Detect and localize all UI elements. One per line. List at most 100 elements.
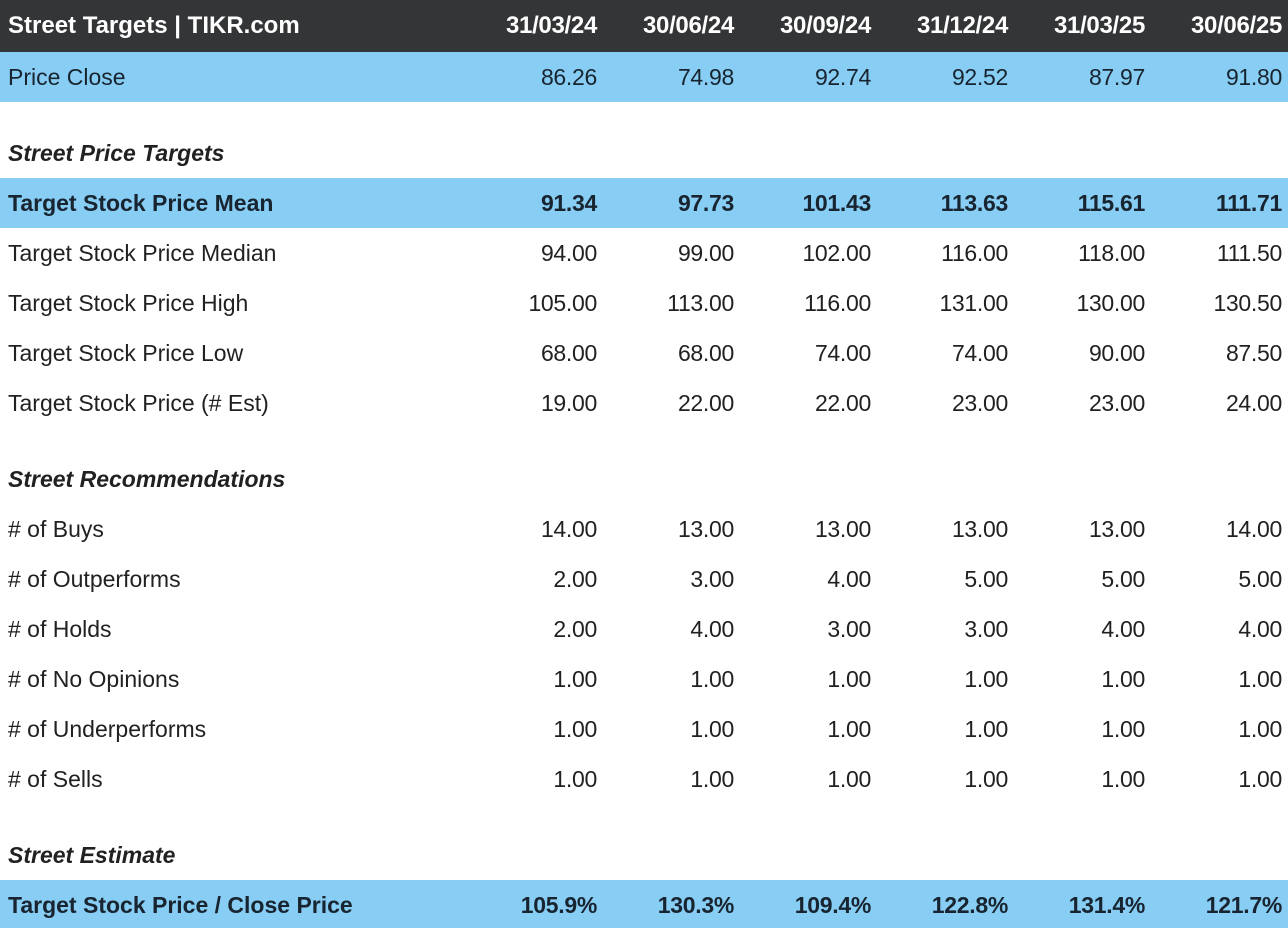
section-heading: Street Recommendations: [8, 465, 286, 492]
value-cell: 131.00: [939, 289, 1008, 316]
table-row: Target Stock Price High 105.00 113.00 116.0…: [0, 278, 1288, 328]
value-cell: 74.98: [677, 63, 734, 90]
table-row: # of Buys 14.00 13.00 13.00 13.00 13.00 14.00: [0, 504, 1288, 554]
value-cell: 111.50: [1216, 239, 1282, 266]
table-row: Target Stock Price / Close Price 105.9% 13…: [0, 880, 1288, 928]
table-header-row: Street Targets | TIKR.com 31/03/24 30/06/…: [0, 0, 1288, 52]
row-label: Target Stock Price Mean: [8, 189, 274, 216]
value-cell: 5.00: [1238, 565, 1282, 592]
value-cell: 1.00: [964, 765, 1008, 792]
value-cell: 14.00: [1225, 515, 1282, 542]
value-cell: 115.61: [1077, 189, 1146, 216]
value-cell: 5.00: [964, 565, 1008, 592]
value-cell: 23.00: [951, 389, 1008, 416]
value-cell: 1.00: [827, 665, 871, 692]
value-cell: 101.43: [802, 189, 871, 216]
value-cell: 1.00: [1238, 715, 1282, 742]
value-cell: 23.00: [1088, 389, 1145, 416]
column-header: 31/12/24: [916, 12, 1008, 39]
value-cell: 1.00: [1101, 665, 1145, 692]
table-row: Target Stock Price Mean 91.34 97.73 101.43 1…: [0, 178, 1288, 228]
table-row: Price Close 86.26 74.98 92.74 92.52 87.97 91.8…: [0, 52, 1288, 102]
value-cell: 22.00: [677, 389, 734, 416]
value-cell: 22.00: [814, 389, 871, 416]
column-header: 30/06/24: [642, 12, 734, 39]
value-cell: 13.00: [677, 515, 734, 542]
value-cell: 14.00: [540, 515, 597, 542]
value-cell: 111.71: [1215, 189, 1282, 216]
value-cell: 1.00: [690, 765, 734, 792]
value-cell: 13.00: [1088, 515, 1145, 542]
value-cell: 94.00: [540, 239, 597, 266]
value-cell: 118.00: [1078, 239, 1145, 266]
section-heading: Street Estimate: [8, 841, 176, 868]
table-body: Price Close 86.26 74.98 92.74 92.52 87.97 91.8…: [0, 52, 1288, 928]
value-cell: 109.4%: [794, 891, 872, 918]
value-cell: 91.34: [540, 189, 597, 216]
value-cell: 4.00: [1238, 615, 1282, 642]
row-label: Target Stock Price / Close Price: [8, 891, 353, 918]
value-cell: 5.00: [1101, 565, 1145, 592]
value-cell: 86.26: [540, 63, 597, 90]
value-cell: 74.00: [951, 339, 1008, 366]
value-cell: 113.00: [667, 289, 734, 316]
row-label: Target Stock Price (# Est): [8, 389, 269, 416]
table-row: # of No Opinions 1.00 1.00 1.00 1.00 1.00 1.00: [0, 654, 1288, 704]
value-cell: 4.00: [827, 565, 871, 592]
value-cell: 13.00: [951, 515, 1008, 542]
value-cell: 122.8%: [931, 891, 1009, 918]
value-cell: 1.00: [553, 765, 597, 792]
value-cell: 1.00: [1238, 765, 1282, 792]
value-cell: 131.4%: [1068, 891, 1146, 918]
value-cell: 1.00: [553, 715, 597, 742]
value-cell: 87.50: [1225, 339, 1282, 366]
value-cell: 1.00: [964, 715, 1008, 742]
row-label: # of Underperforms: [8, 715, 207, 742]
value-cell: 13.00: [814, 515, 871, 542]
value-cell: 1.00: [1101, 765, 1145, 792]
value-cell: 1.00: [1238, 665, 1282, 692]
value-cell: 116.00: [804, 289, 871, 316]
value-cell: 121.7%: [1205, 891, 1283, 918]
value-cell: 4.00: [690, 615, 734, 642]
row-label: # of Buys: [8, 515, 104, 542]
value-cell: 105.00: [528, 289, 597, 316]
table-row: # of Underperforms 1.00 1.00 1.00 1.00 1.00 1.…: [0, 704, 1288, 754]
value-cell: 90.00: [1088, 339, 1145, 366]
value-cell: 130.00: [1076, 289, 1145, 316]
column-header: 30/09/24: [779, 12, 871, 39]
value-cell: 105.9%: [520, 891, 598, 918]
value-cell: 1.00: [827, 715, 871, 742]
row-gap: [0, 428, 1288, 454]
value-cell: 102.00: [802, 239, 871, 266]
value-cell: 3.00: [690, 565, 734, 592]
value-cell: 24.00: [1225, 389, 1282, 416]
row-label: # of Holds: [8, 615, 112, 642]
row-label: Target Stock Price Low: [8, 339, 244, 366]
row-gap: [0, 804, 1288, 830]
value-cell: 1.00: [1101, 715, 1145, 742]
table-title: Street Targets | TIKR.com: [8, 12, 300, 39]
table-row: Target Stock Price Low 68.00 68.00 74.00 74.…: [0, 328, 1288, 378]
value-cell: 2.00: [553, 565, 597, 592]
row-label: Price Close: [8, 63, 126, 90]
value-cell: 3.00: [964, 615, 1008, 642]
value-cell: 91.80: [1225, 63, 1282, 90]
row-label: Target Stock Price Median: [8, 239, 277, 266]
value-cell: 2.00: [553, 615, 597, 642]
row-label: # of Outperforms: [8, 565, 181, 592]
value-cell: 92.52: [951, 63, 1008, 90]
value-cell: 87.97: [1088, 63, 1145, 90]
column-header: 31/03/25: [1053, 12, 1145, 39]
value-cell: 74.00: [814, 339, 871, 366]
value-cell: 1.00: [827, 765, 871, 792]
table-row: Target Stock Price Median 94.00 99.00 102.0…: [0, 228, 1288, 278]
table-row: # of Holds 2.00 4.00 3.00 3.00 4.00 4.00: [0, 604, 1288, 654]
value-cell: 68.00: [677, 339, 734, 366]
value-cell: 1.00: [964, 665, 1008, 692]
row-label: # of No Opinions: [8, 665, 180, 692]
row-gap: [0, 102, 1288, 128]
value-cell: 130.3%: [657, 891, 735, 918]
value-cell: 19.00: [540, 389, 597, 416]
